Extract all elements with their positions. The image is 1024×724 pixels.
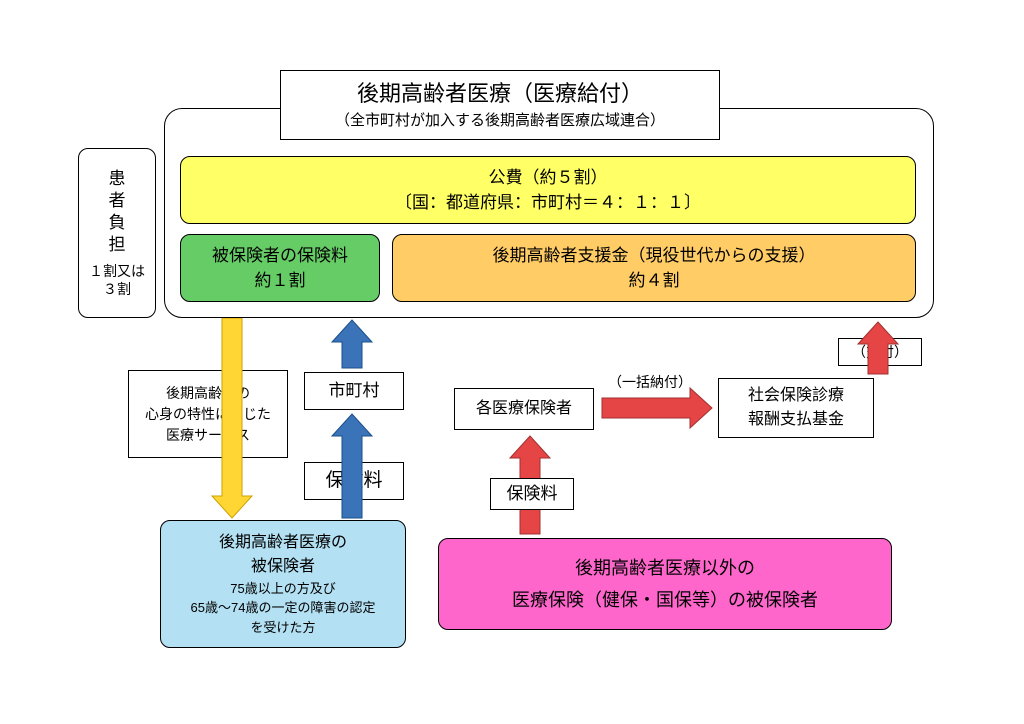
support-line2: 約４割 <box>629 268 680 294</box>
insured-premium-box: 被保険者の保険料 約１割 <box>180 234 380 302</box>
public-cost-box: 公費（約５割） 〔国：都道府県：市町村＝４：１：１〕 <box>180 156 916 224</box>
public-cost-line2: 〔国：都道府県：市町村＝４：１：１〕 <box>395 190 701 216</box>
public-cost-line1: 公費（約５割） <box>489 165 608 191</box>
insured-prem-line2: 約１割 <box>255 268 306 294</box>
title-sub: （全市町村が加入する後期高齢者医療広域連合） <box>335 110 665 133</box>
title-box: 後期高齢者医療（医療給付） （全市町村が加入する後期高齢者医療広域連合） <box>280 70 720 140</box>
title-main: 後期高齢者医療（医療給付） <box>357 77 643 110</box>
insured-prem-line1: 被保険者の保険料 <box>212 243 348 269</box>
support-fund-box: 後期高齢者支援金（現役世代からの支援） 約４割 <box>392 234 916 302</box>
support-line1: 後期高齢者支援金（現役世代からの支援） <box>493 243 816 269</box>
premium-red-label: 保険料 <box>507 481 558 507</box>
premium-red-box: 保険料 <box>490 478 574 510</box>
